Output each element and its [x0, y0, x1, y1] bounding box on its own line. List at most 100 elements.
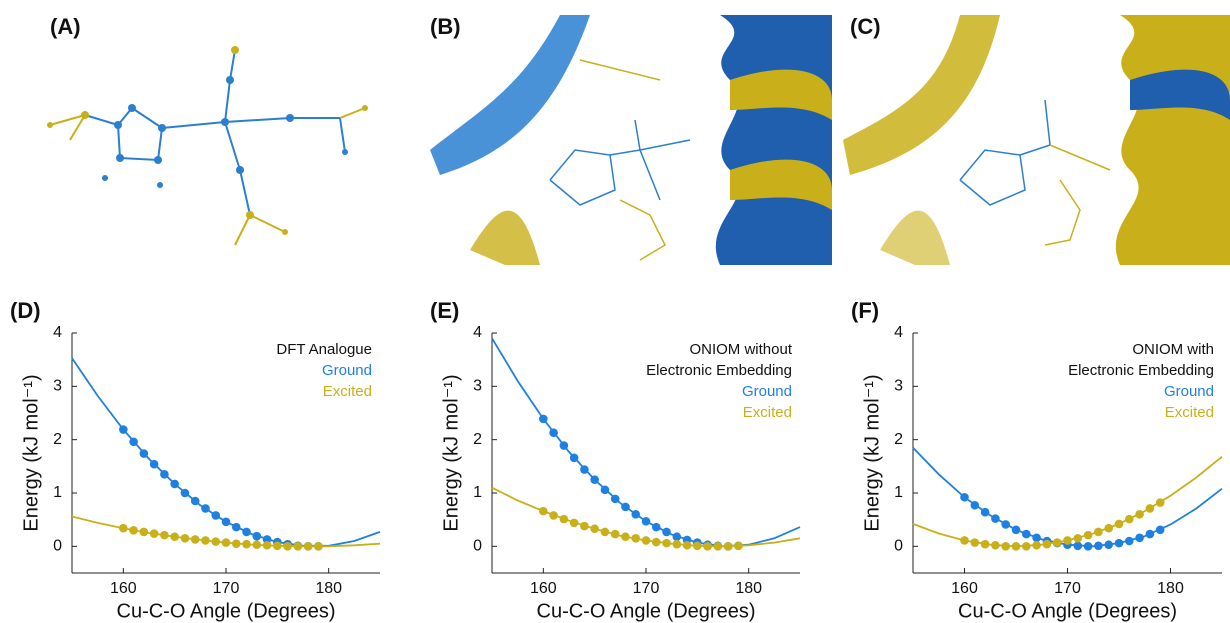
panel-label: (E) [430, 298, 459, 323]
data-point [1032, 534, 1041, 543]
x-tick-label: 180 [1157, 580, 1184, 597]
data-point [539, 415, 548, 424]
data-point [1104, 524, 1113, 533]
data-point [580, 522, 589, 531]
data-point [119, 425, 128, 434]
data-point [140, 449, 149, 458]
panel-label: (F) [851, 298, 879, 323]
page: {"panels": ["(A)", "(B)", "(C)"], "chart… [0, 0, 1230, 623]
data-point [693, 542, 702, 551]
data-point [160, 470, 169, 479]
data-point [1094, 542, 1103, 551]
data-point [1146, 530, 1155, 539]
data-point [1032, 541, 1041, 550]
panel-label: (B) [430, 14, 461, 39]
data-point [621, 503, 630, 512]
data-point [140, 528, 149, 537]
legend-title: ONIOM with [1132, 341, 1214, 358]
y-tick-label: 0 [894, 538, 903, 555]
legend-title: Electronic Embedding [1068, 362, 1214, 379]
data-point [991, 541, 1000, 550]
data-point [222, 518, 231, 527]
data-point [981, 508, 990, 517]
data-point [211, 511, 220, 520]
data-point [242, 540, 251, 549]
y-tick-label: 1 [473, 484, 482, 501]
data-point [971, 538, 980, 547]
x-axis-label: Cu-C-O Angle (Degrees) [537, 600, 756, 622]
data-point [991, 514, 1000, 523]
x-tick-label: 160 [110, 580, 137, 597]
y-tick-label: 0 [53, 538, 62, 555]
data-point [129, 438, 138, 447]
x-tick-label: 180 [315, 580, 342, 597]
data-point [1156, 498, 1165, 507]
data-point [1104, 540, 1113, 549]
y-tick-label: 4 [894, 324, 903, 341]
panel-label: (A) [50, 14, 81, 39]
fit-line [913, 457, 1222, 547]
data-point [160, 531, 169, 540]
data-point [1125, 515, 1134, 524]
data-point [683, 541, 692, 550]
data-point [1053, 538, 1062, 547]
legend-entry: Excited [323, 383, 372, 400]
data-point [590, 475, 599, 484]
data-point [242, 528, 251, 537]
data-point [201, 536, 210, 545]
x-axis-label: Cu-C-O Angle (Degrees) [117, 600, 336, 622]
y-tick-label: 2 [473, 431, 482, 448]
data-point [642, 517, 651, 526]
x-tick-label: 170 [633, 580, 660, 597]
data-point [621, 532, 630, 541]
data-point [960, 536, 969, 545]
y-tick-label: 2 [894, 431, 903, 448]
data-point [294, 542, 303, 551]
x-tick-label: 170 [213, 580, 240, 597]
data-point [181, 534, 190, 543]
data-point [734, 542, 743, 551]
data-point [191, 535, 200, 544]
data-point [1074, 534, 1083, 543]
data-point [170, 480, 179, 489]
data-point [252, 540, 261, 549]
data-point [252, 532, 261, 541]
protein-c [843, 15, 1230, 265]
legend-entry: Excited [743, 404, 792, 421]
data-point [1115, 520, 1124, 529]
y-tick-label: 1 [53, 484, 62, 501]
y-tick-label: 3 [894, 378, 903, 395]
data-point [673, 532, 682, 541]
data-point [304, 542, 313, 551]
data-point [1001, 542, 1010, 551]
data-point [170, 532, 179, 541]
data-point [150, 460, 159, 469]
data-point [1125, 537, 1134, 546]
data-point [1135, 510, 1144, 519]
data-point [1063, 536, 1072, 545]
data-point [611, 495, 620, 504]
data-point [539, 507, 548, 516]
data-point [1012, 542, 1021, 551]
data-point [150, 529, 159, 538]
data-point [1135, 534, 1144, 543]
protein-b [430, 15, 832, 265]
data-point [703, 542, 712, 551]
data-point [960, 493, 969, 502]
data-point [560, 441, 569, 450]
data-point [273, 542, 282, 551]
y-tick-label: 3 [473, 378, 482, 395]
data-point [211, 537, 220, 546]
data-point [201, 504, 210, 513]
legend-title: Electronic Embedding [646, 362, 792, 379]
data-point [549, 428, 558, 437]
y-tick-label: 2 [53, 431, 62, 448]
x-tick-label: 160 [530, 580, 557, 597]
data-point [971, 501, 980, 510]
data-point [1074, 542, 1083, 551]
fit-line [913, 448, 1222, 547]
data-point [1156, 526, 1165, 535]
legend-entry: Excited [1165, 404, 1214, 421]
data-point [549, 511, 558, 520]
data-point [601, 528, 610, 537]
